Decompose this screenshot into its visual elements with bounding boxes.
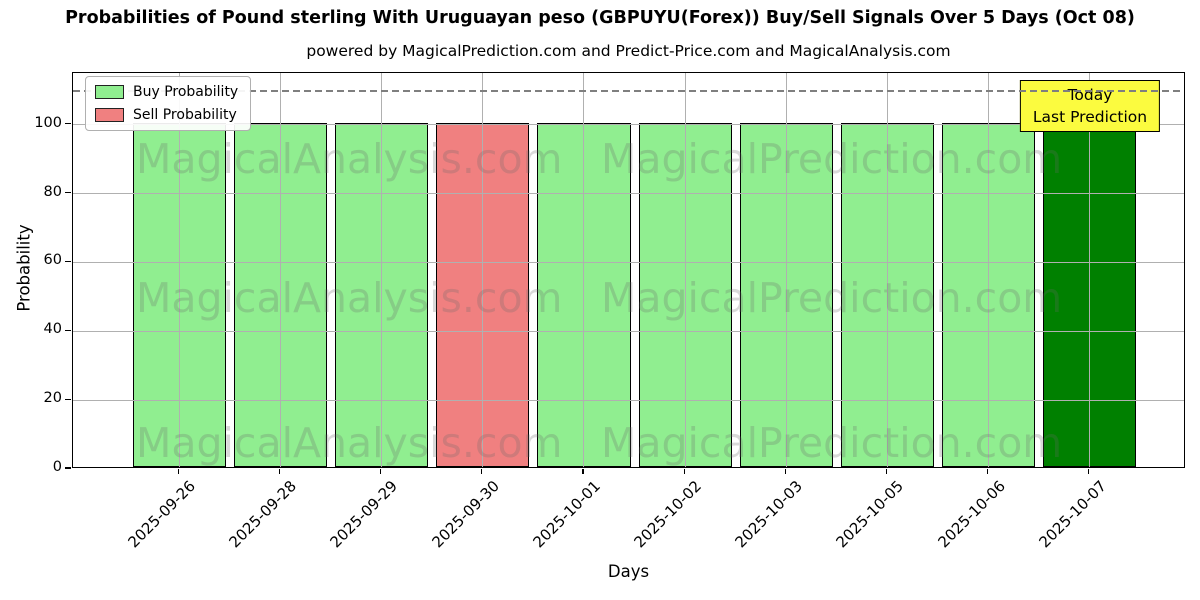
vertical-gridline <box>583 73 585 467</box>
x-tick-label: 2025-10-05 <box>832 477 908 552</box>
y-tick-label: 20 <box>43 390 62 407</box>
y-tick-mark <box>65 191 71 194</box>
horizontal-gridline <box>73 399 1184 401</box>
chart-title: Probabilities of Pound sterling With Uru… <box>65 8 1135 28</box>
horizontal-gridline <box>73 124 1184 126</box>
y-tick-label: 40 <box>43 321 62 338</box>
x-tick-mark <box>1088 469 1090 474</box>
horizontal-gridline <box>73 330 1184 332</box>
x-tick-label: 2025-09-28 <box>225 477 301 552</box>
x-tick-mark <box>582 469 584 474</box>
y-tick-label: 80 <box>43 183 62 200</box>
x-tick-mark <box>481 469 483 474</box>
annotation-line-2: Last Prediction <box>1032 108 1148 126</box>
y-tick-mark <box>65 260 71 262</box>
vertical-gridline <box>482 73 484 467</box>
horizontal-gridline <box>73 261 1184 263</box>
watermark-text: MagicalPrediction.com <box>601 419 1063 467</box>
legend-item: Buy Probability <box>95 84 238 100</box>
vertical-gridline <box>178 73 180 467</box>
vertical-gridline <box>381 73 383 467</box>
x-tick-mark <box>987 469 989 474</box>
y-tick-label: 0 <box>52 459 62 475</box>
y-tick-mark <box>65 329 71 331</box>
chart-subtitle: powered by MagicalPrediction.com and Pre… <box>306 42 951 60</box>
x-tick-mark <box>380 469 382 474</box>
x-tick-label: 2025-10-02 <box>630 477 705 552</box>
dashed-threshold-line <box>73 90 1184 92</box>
legend-label: Sell Probability <box>133 107 237 123</box>
y-tick-mark <box>65 467 71 469</box>
x-tick-label: 2025-10-06 <box>934 477 1009 552</box>
legend: Buy Probability Sell Probability <box>85 76 252 131</box>
plot-area: Today Last Prediction Buy Probability Sel… <box>72 72 1185 468</box>
x-tick-mark <box>177 469 179 474</box>
x-tick-mark <box>683 469 685 474</box>
today-annotation: Today Last Prediction <box>1019 80 1161 132</box>
x-tick-mark <box>278 469 280 474</box>
y-tick-label: 100 <box>34 114 62 131</box>
x-tick-label: 2025-09-30 <box>428 477 503 552</box>
vertical-gridline <box>785 73 787 467</box>
legend-swatch <box>95 108 124 122</box>
x-axis-label: Days <box>607 562 650 581</box>
legend-label: Buy Probability <box>133 84 239 100</box>
x-tick-label: 2025-10-03 <box>731 477 807 552</box>
watermark-text: MagicalAnalysis.com <box>136 274 563 322</box>
legend-item: Sell Probability <box>95 107 238 123</box>
y-tick-mark <box>65 398 71 400</box>
legend-swatch <box>95 85 124 99</box>
watermark-text: MagicalAnalysis.com <box>136 419 563 467</box>
vertical-gridline <box>988 73 990 467</box>
y-tick-label: 60 <box>43 252 62 269</box>
vertical-gridline <box>887 73 888 467</box>
x-tick-mark <box>784 469 786 474</box>
watermark-text: MagicalPrediction.com <box>601 274 1063 322</box>
x-tick-label: 2025-10-01 <box>529 477 604 552</box>
y-tick-mark <box>65 123 71 125</box>
annotation-line-1: Today <box>1067 86 1113 104</box>
x-tick-label: 2025-10-07 <box>1035 477 1110 552</box>
vertical-gridline <box>279 73 281 467</box>
watermark-text: MagicalAnalysis.com <box>136 135 563 183</box>
vertical-gridline <box>684 73 686 467</box>
x-tick-label: 2025-09-29 <box>326 477 402 552</box>
vertical-gridline <box>1089 73 1091 467</box>
horizontal-gridline <box>73 193 1184 195</box>
watermark-text: MagicalPrediction.com <box>601 135 1063 183</box>
x-tick-mark <box>885 469 888 474</box>
x-tick-label: 2025-09-26 <box>124 477 199 552</box>
